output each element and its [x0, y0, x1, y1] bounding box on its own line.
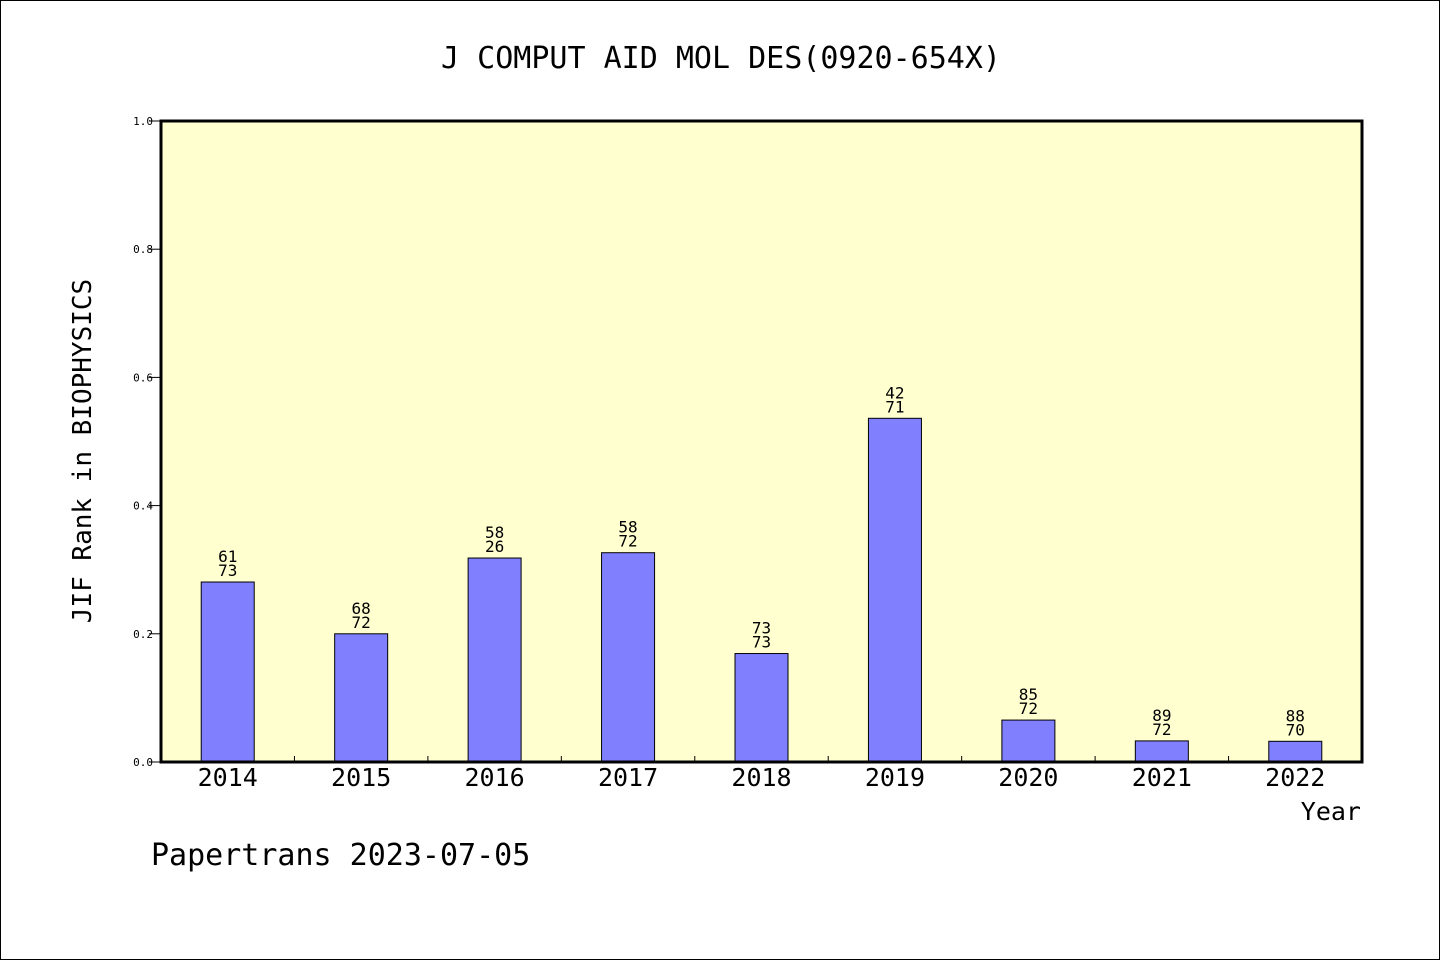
bar-label-bottom-2019: 71 [885, 397, 904, 416]
bar-label-top-2015: 68 [352, 599, 371, 618]
bar-2021 [1134, 740, 1189, 763]
bar-2016 [467, 557, 522, 763]
bar-2022 [1268, 740, 1323, 763]
bar-label-bottom-2021: 72 [1152, 720, 1171, 739]
x-tick-label-2014: 2014 [198, 763, 258, 792]
bar-label-bottom-2016: 26 [485, 537, 504, 556]
x-axis: 2014 2015 2016 2017 2018 2019 2020 2021 2022 [198, 756, 1325, 792]
bar-label-top-2016: 58 [485, 523, 504, 542]
x-tick-label-2019: 2019 [865, 763, 925, 792]
bar-2017 [601, 552, 656, 763]
bar-2020 [1001, 719, 1056, 763]
bar-label-top-2019: 42 [885, 383, 904, 402]
y-axis-label: JIF Rank in BIOPHYSICS [68, 279, 98, 623]
x-tick-label-2018: 2018 [731, 763, 791, 792]
x-tick-label-2015: 2015 [331, 763, 391, 792]
bar-2015 [334, 633, 389, 763]
x-tick-label-2020: 2020 [998, 763, 1058, 792]
x-tick-label-2016: 2016 [465, 763, 525, 792]
x-axis-label: Year [1301, 797, 1361, 826]
bar-label-bottom-2020: 72 [1019, 699, 1038, 718]
bar-label-top-2022: 88 [1286, 706, 1305, 725]
x-tick-label-2021: 2021 [1132, 763, 1192, 792]
footer-text: Papertrans 2023-07-05 [151, 838, 530, 873]
bar-2014 [200, 581, 255, 763]
bar-label-bottom-2017: 72 [618, 532, 637, 551]
bar-label-bottom-2014: 73 [218, 561, 237, 580]
y-tick-label: 0.2 [133, 628, 153, 641]
bar-label-bottom-2018: 73 [752, 633, 771, 652]
y-tick-label: 0.4 [133, 500, 153, 513]
y-tick-label: 0.0 [133, 756, 153, 769]
y-axis: 0.0 0.2 0.4 0.6 0.8 1.0 [133, 115, 161, 769]
bar-label-top-2021: 89 [1152, 706, 1171, 725]
bar-label-top-2018: 73 [752, 619, 771, 638]
bars-group [200, 417, 1323, 763]
x-tick-label-2017: 2017 [598, 763, 658, 792]
bar-label-top-2017: 58 [618, 518, 637, 537]
y-tick-label: 0.6 [133, 371, 153, 384]
bar-label-bottom-2015: 72 [352, 613, 371, 632]
x-tick-label-2022: 2022 [1265, 763, 1325, 792]
bar-label-top-2014: 61 [218, 547, 237, 566]
bar-2018 [734, 653, 789, 763]
y-tick-label: 1.0 [133, 115, 153, 128]
y-tick-label: 0.8 [133, 243, 153, 256]
plot-border [159, 119, 1364, 764]
bar-label-bottom-2022: 70 [1286, 720, 1305, 739]
bar-2019 [867, 417, 922, 763]
bar-label-top-2020: 85 [1019, 685, 1038, 704]
chart-title: J COMPUT AID MOL DES(0920-654X) [441, 41, 1001, 76]
